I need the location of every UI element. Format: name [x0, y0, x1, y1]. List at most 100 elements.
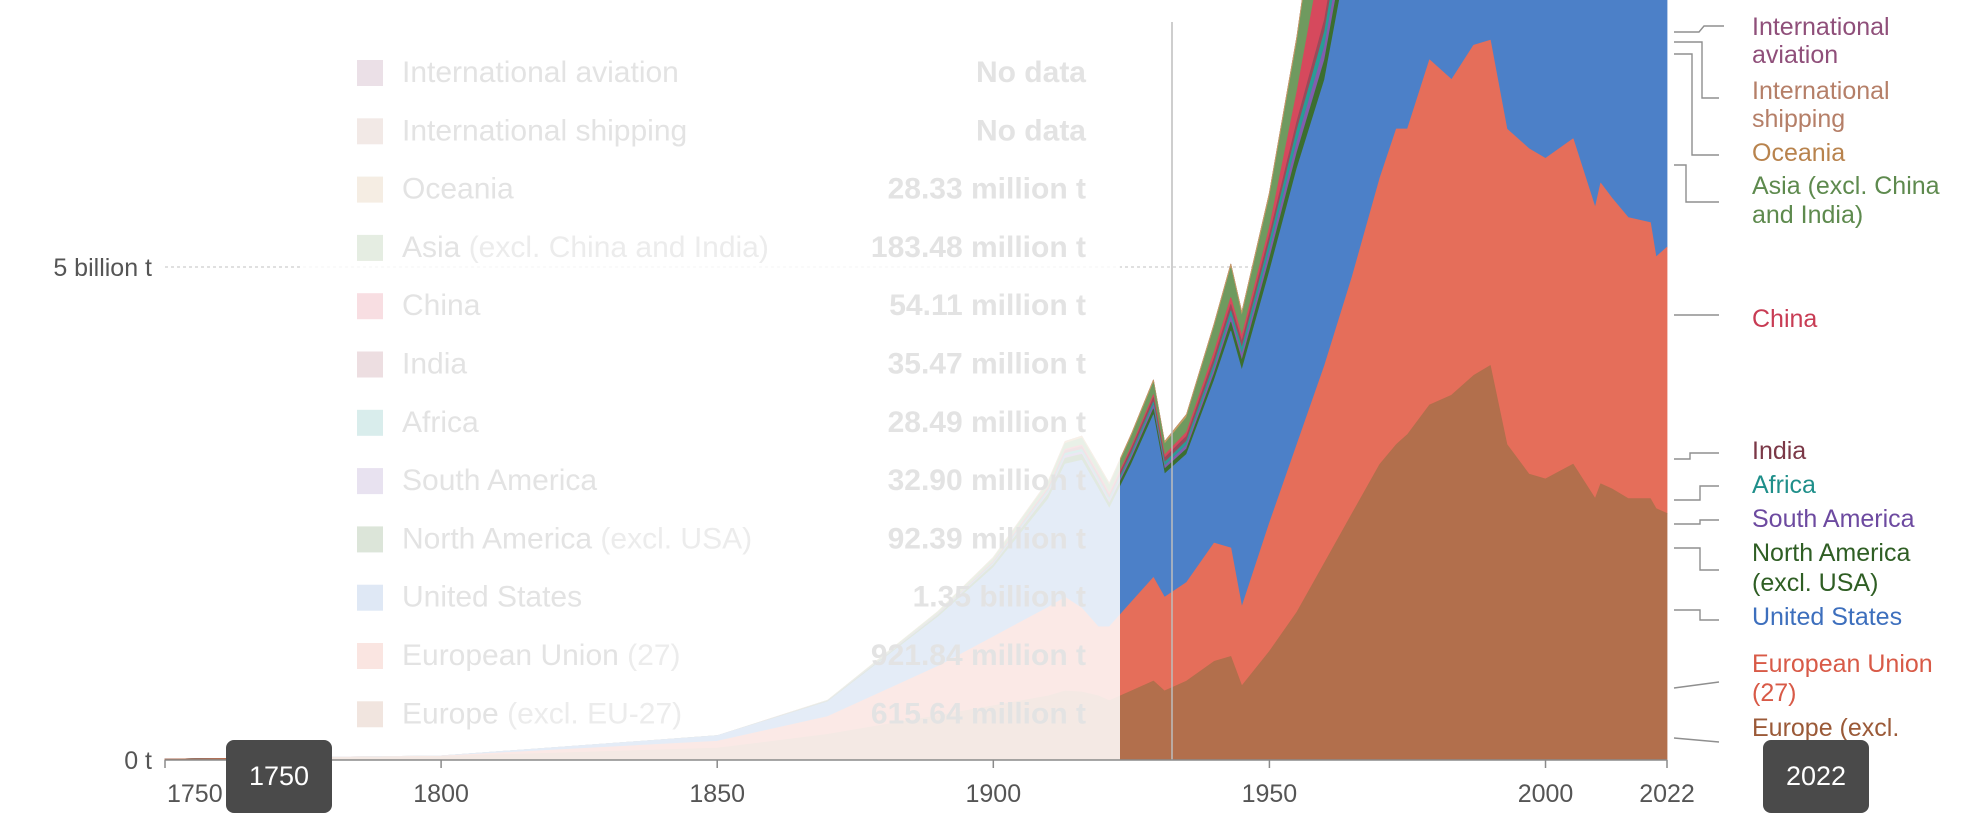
tooltip-series-value: 921.84 million t [871, 639, 1086, 672]
series-label: South America [1752, 505, 1915, 533]
tooltip-swatch [357, 468, 383, 495]
tooltip-swatch [357, 118, 383, 145]
tooltip-series-name: North America (excl. USA) [402, 522, 752, 555]
time-range-handle-label: 2022 [1786, 761, 1846, 791]
tooltip-series-name: United States [402, 581, 582, 614]
series-label: Oceania [1752, 139, 1845, 167]
label-connector [1674, 452, 1719, 460]
series-label: (excl. USA) [1752, 569, 1878, 597]
tooltip-name-main: United States [402, 581, 582, 614]
tooltip-name-suffix: (excl. EU-27) [499, 697, 682, 730]
series-label: (27) [1752, 679, 1796, 707]
series-label: Asia (excl. China [1752, 172, 1940, 200]
tooltip-panel [300, 22, 1120, 760]
series-label: North America [1752, 539, 1910, 567]
tooltip-name-main: Oceania [402, 173, 514, 206]
label-connector [1673, 681, 1720, 689]
tooltip-series-value: 92.39 million t [888, 522, 1086, 555]
tooltip-series-value: 32.90 million t [888, 464, 1086, 497]
tooltip-swatch [357, 701, 383, 728]
tooltip-swatch [357, 60, 383, 86]
y-tick-label: 5 billion t [53, 254, 152, 282]
series-label: European Union [1752, 650, 1933, 678]
tooltip-swatch [357, 293, 383, 320]
series-label: Africa [1752, 471, 1816, 499]
time-range-handle-label: 1750 [249, 761, 309, 791]
x-tick-label: 1750 [167, 780, 223, 808]
tooltip-name-main: International shipping [402, 114, 687, 147]
series-label: International [1752, 77, 1890, 105]
tooltip-name-suffix: (excl. USA) [592, 522, 752, 555]
series-label: and India) [1752, 201, 1863, 229]
x-tick-label: 2022 [1639, 780, 1695, 808]
x-tick-label: 1800 [413, 780, 469, 808]
tooltip-series-value: No data [976, 114, 1086, 147]
label-connector [1674, 41, 1719, 99]
series-label: International [1752, 13, 1890, 41]
tooltip-name-suffix: (27) [619, 639, 681, 672]
tooltip-name-main: Europe [402, 697, 499, 730]
tooltip-name-main: India [402, 348, 467, 381]
label-connector [1673, 737, 1720, 743]
tooltip-series-value: 183.48 million t [871, 231, 1086, 264]
tooltip-series-value: No data [976, 56, 1086, 89]
x-tick-label: 1850 [689, 780, 745, 808]
tooltip-name-main: International aviation [402, 56, 679, 89]
tooltip: International aviation No data Internation… [300, 22, 1120, 760]
tooltip-swatch [357, 409, 383, 436]
tooltip-series-value: 28.49 million t [888, 406, 1086, 439]
tooltip-swatch [357, 351, 383, 378]
x-tick-label: 2000 [1518, 780, 1574, 808]
tooltip-swatch [357, 584, 383, 611]
tooltip-series-name: South America [402, 464, 597, 497]
label-connector [1674, 25, 1724, 33]
tooltip-name-main: European Union [402, 639, 619, 672]
time-range-handle[interactable] [1763, 740, 1869, 813]
series-label: shipping [1752, 105, 1845, 133]
series-labels: InternationalaviationInternationalshippi… [1673, 13, 1940, 743]
tooltip-series-name: Asia (excl. China and India) [402, 231, 769, 264]
tooltip-name-suffix: (excl. China and India) [460, 231, 769, 264]
time-range-handles[interactable]: 1750 2022 [226, 740, 1869, 813]
tooltip-series-value: 28.33 million t [888, 173, 1086, 206]
x-tick-label: 1900 [965, 780, 1021, 808]
tooltip-swatch [357, 176, 383, 203]
y-tick-label: 0 t [124, 747, 152, 775]
tooltip-name-main: South America [402, 464, 597, 497]
x-tick-label: 1950 [1242, 780, 1298, 808]
tooltip-swatch [357, 234, 383, 261]
tooltip-series-name: Africa [402, 406, 479, 439]
tooltip-series-name: Oceania [402, 173, 514, 206]
series-label: United States [1752, 603, 1902, 631]
series-label: India [1752, 437, 1806, 465]
tooltip-name-main: Asia [402, 231, 461, 264]
tooltip-series-name: European Union (27) [402, 639, 681, 672]
tooltip-name-main: Africa [402, 406, 479, 439]
tooltip-name-main: North America [402, 522, 592, 555]
tooltip-series-name: China [402, 289, 481, 322]
label-connector [1674, 609, 1719, 621]
tooltip-name-main: China [402, 289, 481, 322]
label-connector [1674, 164, 1719, 203]
tooltip-series-name: India [402, 348, 467, 381]
tooltip-series-name: International shipping [402, 114, 687, 147]
x-axis: 1750 1800 1850 1900 1950 2000 2022 [164, 759, 1695, 808]
area-series[interactable] [164, 0, 1668, 761]
y-axis-ticks: 0 t5 billion t10 billion t15 billion t20… [53, 254, 152, 775]
tooltip-series-value: 1.35 billion t [913, 581, 1086, 614]
tooltip-series-value: 35.47 million t [888, 348, 1086, 381]
series-label: aviation [1752, 41, 1838, 69]
tooltip-swatch [357, 643, 383, 669]
series-label: Europe (excl. [1752, 714, 1899, 742]
label-connector [1674, 547, 1719, 571]
label-connector [1674, 485, 1719, 501]
series-label: China [1752, 305, 1817, 333]
tooltip-series-name: International aviation [402, 56, 679, 89]
tooltip-swatch [357, 526, 383, 553]
tooltip-series-value: 54.11 million t [889, 289, 1086, 322]
tooltip-series-name: Europe (excl. EU-27) [402, 697, 682, 730]
label-connector [1674, 53, 1719, 156]
tooltip-series-value: 615.64 million t [871, 697, 1086, 730]
time-range-handle[interactable] [226, 740, 332, 813]
